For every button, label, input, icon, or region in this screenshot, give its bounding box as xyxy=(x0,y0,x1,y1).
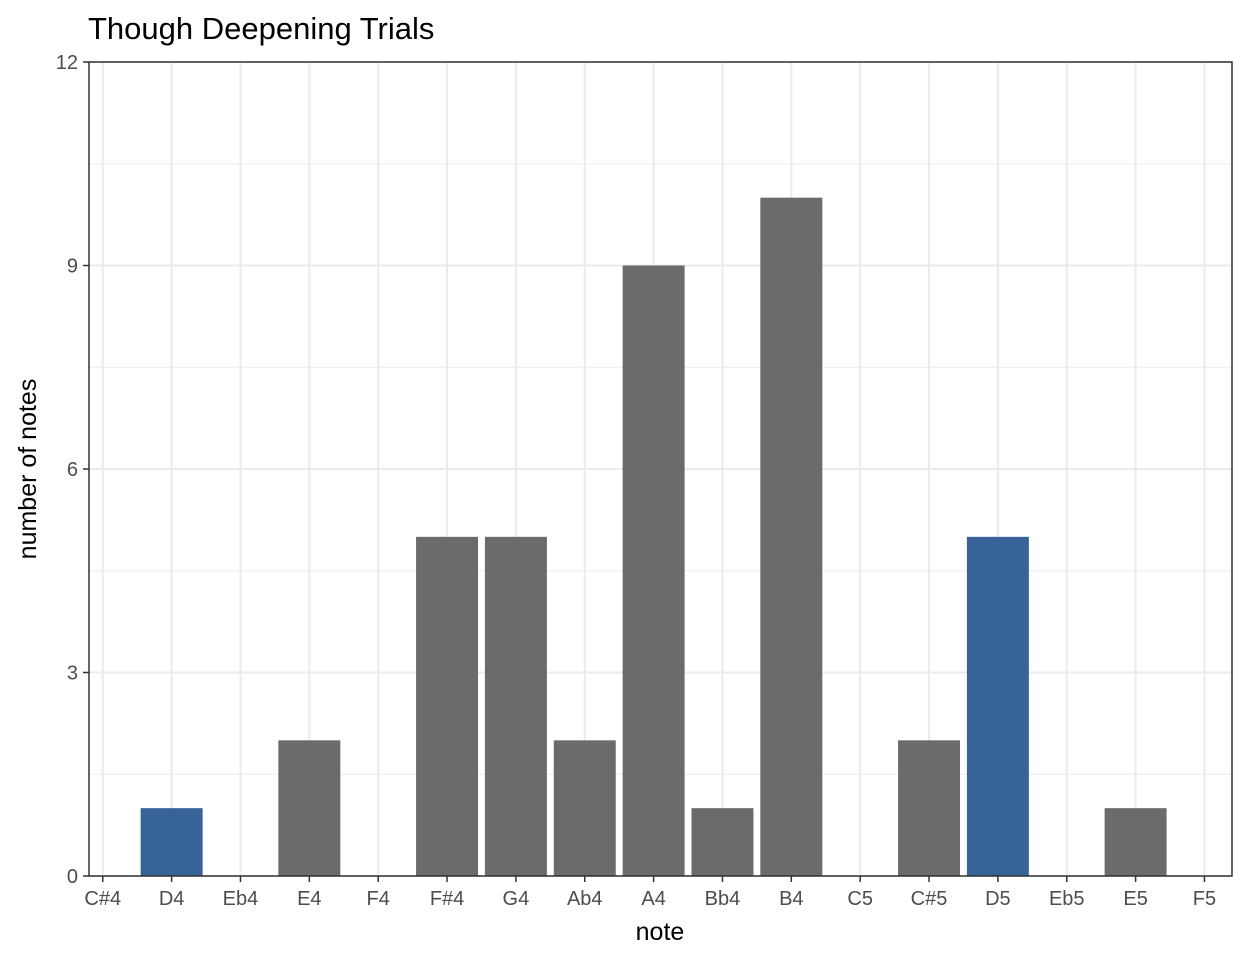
bar-bb4 xyxy=(691,808,754,876)
x-tick-label: Ab4 xyxy=(567,888,603,910)
y-tick-label: 0 xyxy=(67,866,78,888)
x-tick-label: D4 xyxy=(159,888,185,910)
x-tick-label: Bb4 xyxy=(705,888,741,910)
x-tick-label: C#4 xyxy=(84,888,121,910)
bar-fsharp4 xyxy=(416,536,479,876)
y-axis-title: number of notes xyxy=(14,379,42,560)
bars xyxy=(140,197,1167,876)
x-tick-label: C5 xyxy=(847,888,873,910)
bar-e5 xyxy=(1104,808,1167,876)
bar-b4 xyxy=(760,197,823,876)
x-tick-label: F#4 xyxy=(430,888,464,910)
bar-a4 xyxy=(622,265,685,876)
y-tick-label: 3 xyxy=(67,663,78,685)
bar-d4 xyxy=(140,808,203,876)
y-tick-label: 6 xyxy=(67,459,78,481)
bar-d5 xyxy=(966,536,1029,876)
x-tick-label: E5 xyxy=(1123,888,1147,910)
bar-csharp5 xyxy=(898,740,961,876)
chart-title: Though Deepening Trials xyxy=(88,11,434,46)
x-tick-label: Eb4 xyxy=(223,888,259,910)
x-axis: C#4 D4 Eb4 E4 F4 F#4 G4 Ab4 A4 Bb4 B4 C5 C#5 D5 Eb5 E5 F… xyxy=(84,876,1216,910)
x-tick-label: D5 xyxy=(985,888,1011,910)
x-tick-label: Eb5 xyxy=(1049,888,1085,910)
bar-e4 xyxy=(278,740,341,876)
x-tick-label: A4 xyxy=(641,888,665,910)
x-tick-label: E4 xyxy=(297,888,321,910)
y-tick-label: 9 xyxy=(67,256,78,278)
x-axis-title: note xyxy=(636,918,685,946)
x-tick-label: B4 xyxy=(779,888,803,910)
x-tick-label: C#5 xyxy=(911,888,948,910)
x-tick-label: G4 xyxy=(503,888,530,910)
x-tick-label: F5 xyxy=(1193,888,1216,910)
bar-g4 xyxy=(484,536,547,876)
y-tick-label: 12 xyxy=(56,52,78,74)
bar-ab4 xyxy=(553,740,616,876)
x-tick-label: F4 xyxy=(367,888,390,910)
y-axis: 0 3 6 9 12 xyxy=(56,52,89,888)
